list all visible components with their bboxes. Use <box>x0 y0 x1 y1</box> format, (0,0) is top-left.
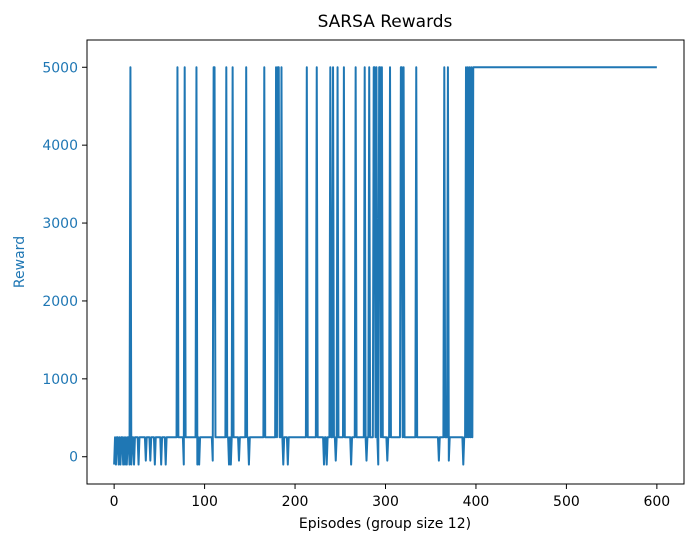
x-tick-label: 500 <box>553 494 580 510</box>
x-tick-label: 300 <box>372 494 399 510</box>
x-tick-label: 400 <box>463 494 490 510</box>
y-tick-label: 0 <box>69 450 78 466</box>
x-tick-label: 200 <box>282 494 309 510</box>
x-tick-label: 100 <box>191 494 218 510</box>
x-axis-label: Episodes (group size 12) <box>299 516 471 532</box>
chart-title: SARSA Rewards <box>318 12 453 32</box>
y-tick-label: 3000 <box>42 216 78 232</box>
y-tick-label: 1000 <box>42 372 78 388</box>
x-tick-label: 0 <box>110 494 119 510</box>
x-tick-label: 600 <box>643 494 670 510</box>
y-tick-label: 5000 <box>42 60 78 76</box>
y-axis-label: Reward <box>12 236 28 288</box>
plot-area: 0 100 200 300 400 500 600 0 1000 2000 3000 4000 5000 <box>42 39 685 510</box>
series-line-0 <box>113 66 657 466</box>
y-tick-label: 4000 <box>42 138 78 154</box>
y-tick-label: 2000 <box>42 294 78 310</box>
